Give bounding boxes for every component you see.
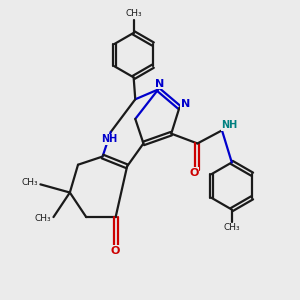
Text: CH₃: CH₃ [34,214,51,223]
Text: CH₃: CH₃ [21,178,38,187]
Text: NH: NH [221,121,237,130]
Text: NH: NH [101,134,117,144]
Text: O: O [111,246,120,256]
Text: CH₃: CH₃ [125,9,142,18]
Text: N: N [155,79,164,89]
Text: CH₃: CH₃ [224,223,240,232]
Text: N: N [181,99,190,109]
Text: O: O [190,168,199,178]
